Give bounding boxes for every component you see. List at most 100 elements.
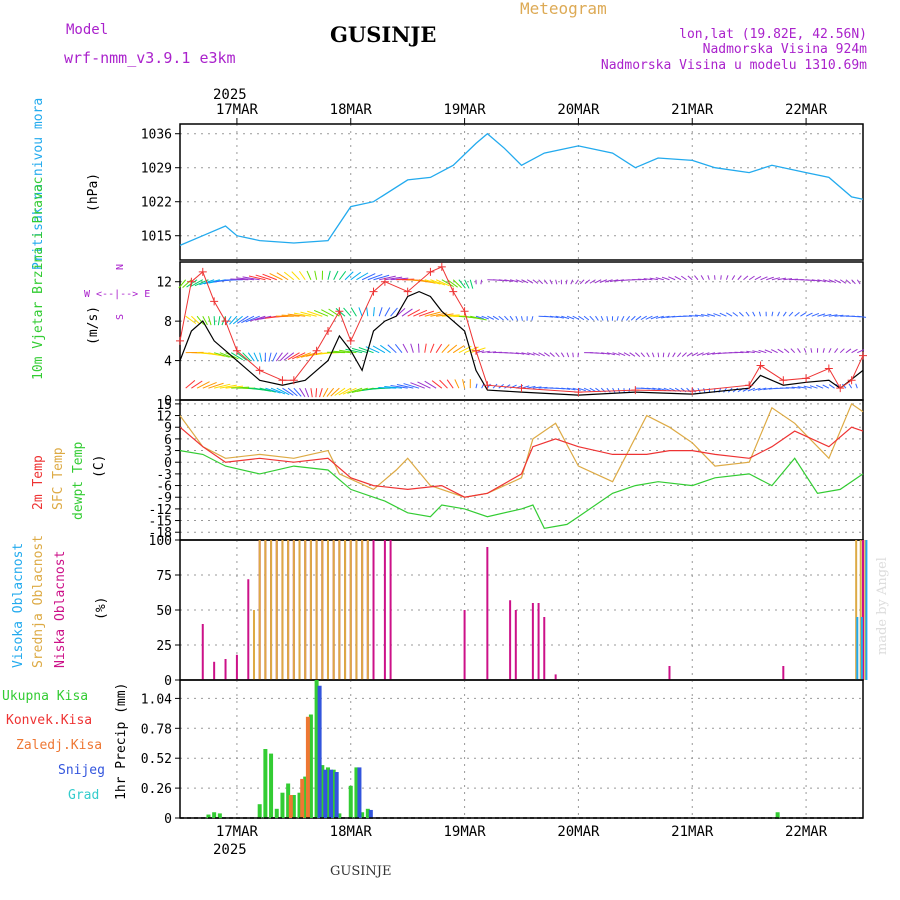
wind-barb bbox=[589, 279, 596, 284]
wind-barb bbox=[555, 315, 564, 319]
ytick-label: -15 bbox=[149, 515, 172, 530]
top-date-21MAR: 21MAR bbox=[671, 102, 714, 118]
wind-barb bbox=[823, 313, 832, 317]
wind-barb bbox=[229, 315, 238, 325]
wind-barb bbox=[430, 279, 446, 286]
wind-barb bbox=[424, 380, 437, 389]
precip-bar-ukupnakisa bbox=[360, 812, 365, 818]
wind-barb bbox=[413, 309, 428, 317]
wind-barb bbox=[225, 385, 244, 389]
wind-barb bbox=[185, 315, 197, 325]
ytick-label: -6 bbox=[156, 480, 172, 495]
wind-barb bbox=[737, 275, 742, 281]
wind-barb bbox=[599, 279, 608, 283]
wind-barb bbox=[706, 352, 716, 356]
wind-barb bbox=[719, 312, 727, 317]
wind-barb bbox=[384, 385, 403, 389]
wind-barb bbox=[378, 386, 397, 389]
wind-barb bbox=[319, 388, 323, 398]
precip-bar-ukupnakisa bbox=[325, 767, 330, 818]
wind-barb bbox=[345, 348, 363, 354]
wind-barb bbox=[487, 315, 494, 320]
gust-marker bbox=[847, 376, 856, 385]
bottom-date-19MAR: 19MAR bbox=[444, 824, 487, 840]
wind-barb bbox=[509, 315, 514, 321]
wind-barb bbox=[214, 383, 231, 389]
wind-barb bbox=[191, 380, 203, 389]
wind-barb bbox=[269, 272, 283, 281]
wind-barb bbox=[538, 386, 548, 389]
precip-bar-snijeg bbox=[357, 767, 362, 818]
wind-barb bbox=[543, 279, 548, 285]
wind-barb bbox=[447, 344, 458, 354]
wind-barb bbox=[566, 352, 570, 358]
wind-barb bbox=[378, 307, 383, 317]
wind-barb bbox=[379, 275, 396, 281]
ytick-label: 25 bbox=[156, 639, 172, 654]
wind-barb bbox=[439, 379, 448, 389]
precip-label-total: Ukupna Kisa bbox=[2, 689, 88, 704]
wind-barb bbox=[579, 279, 585, 285]
wind-barb bbox=[527, 385, 536, 389]
wind-barb bbox=[618, 352, 626, 357]
wind-barb bbox=[855, 383, 858, 389]
wind-barb bbox=[790, 348, 796, 354]
wind-barb bbox=[543, 352, 550, 357]
precip-bar-snijeg bbox=[323, 769, 328, 818]
wind-barb bbox=[480, 279, 483, 285]
wind-barb bbox=[202, 315, 208, 326]
wind-barb bbox=[185, 380, 196, 389]
gust-marker bbox=[346, 336, 355, 345]
gust-marker bbox=[836, 384, 845, 393]
wind-barb bbox=[304, 387, 310, 398]
gust-marker bbox=[323, 327, 332, 335]
wind-barb bbox=[390, 307, 398, 317]
wind-barb bbox=[561, 315, 570, 320]
wind-barb bbox=[418, 310, 435, 317]
wind-barb bbox=[646, 387, 656, 390]
wind-barb bbox=[771, 311, 774, 317]
wind-barb bbox=[839, 279, 847, 284]
wind-barb bbox=[747, 387, 756, 392]
ytick-label: 1022 bbox=[141, 196, 172, 211]
wind-barb bbox=[851, 348, 858, 354]
wind-barb bbox=[407, 309, 421, 317]
wind-barb bbox=[655, 277, 664, 281]
wind-barb bbox=[566, 315, 575, 320]
wind-barb bbox=[207, 316, 212, 326]
gust-marker bbox=[517, 384, 526, 393]
wind-barb bbox=[339, 349, 357, 354]
lonlat-text: lon,lat (19.82E, 42.56N) bbox=[679, 27, 867, 42]
wind-barb bbox=[794, 312, 800, 317]
wind-barb bbox=[595, 352, 605, 355]
altitude-text: Nadmorska Visina 924m bbox=[703, 42, 868, 57]
precip-panel: 0 0.26 0.52 0.78 1.04 bbox=[141, 679, 864, 827]
wind-barb bbox=[606, 387, 611, 393]
top-date-18MAR: 18MAR bbox=[330, 102, 373, 118]
wind-barb bbox=[338, 387, 351, 396]
wind-barb bbox=[763, 387, 773, 391]
wind-barb bbox=[521, 316, 523, 321]
wind-barb bbox=[752, 387, 761, 392]
wind-barb bbox=[367, 273, 383, 281]
top-date-axis: 17MAR 18MAR 19MAR 20MAR 21MAR 22MAR bbox=[216, 102, 828, 124]
gust-marker bbox=[631, 386, 640, 395]
wind-barb bbox=[330, 387, 340, 397]
wind-barb bbox=[572, 387, 581, 391]
wind-barb bbox=[214, 352, 230, 358]
model-name: wrf-nmm_v3.9.1 e3km bbox=[64, 49, 236, 67]
wind-barb bbox=[621, 315, 625, 321]
precip-bar-ukupnakisa bbox=[274, 808, 279, 818]
precip-label-hail: Grad bbox=[68, 788, 99, 803]
compass-axis: W <--|--> E bbox=[84, 289, 150, 300]
bottom-date-axis: 17MAR 18MAR 19MAR 20MAR 21MAR 22MAR bbox=[216, 824, 828, 840]
wind-barb bbox=[259, 387, 276, 393]
gust-marker bbox=[745, 381, 754, 390]
wind-barb bbox=[435, 343, 443, 353]
wind-barb bbox=[615, 279, 625, 282]
wind-barb bbox=[203, 279, 220, 285]
wind-barb bbox=[380, 344, 391, 354]
wind-barb bbox=[487, 351, 497, 354]
wind-barb bbox=[338, 271, 347, 281]
